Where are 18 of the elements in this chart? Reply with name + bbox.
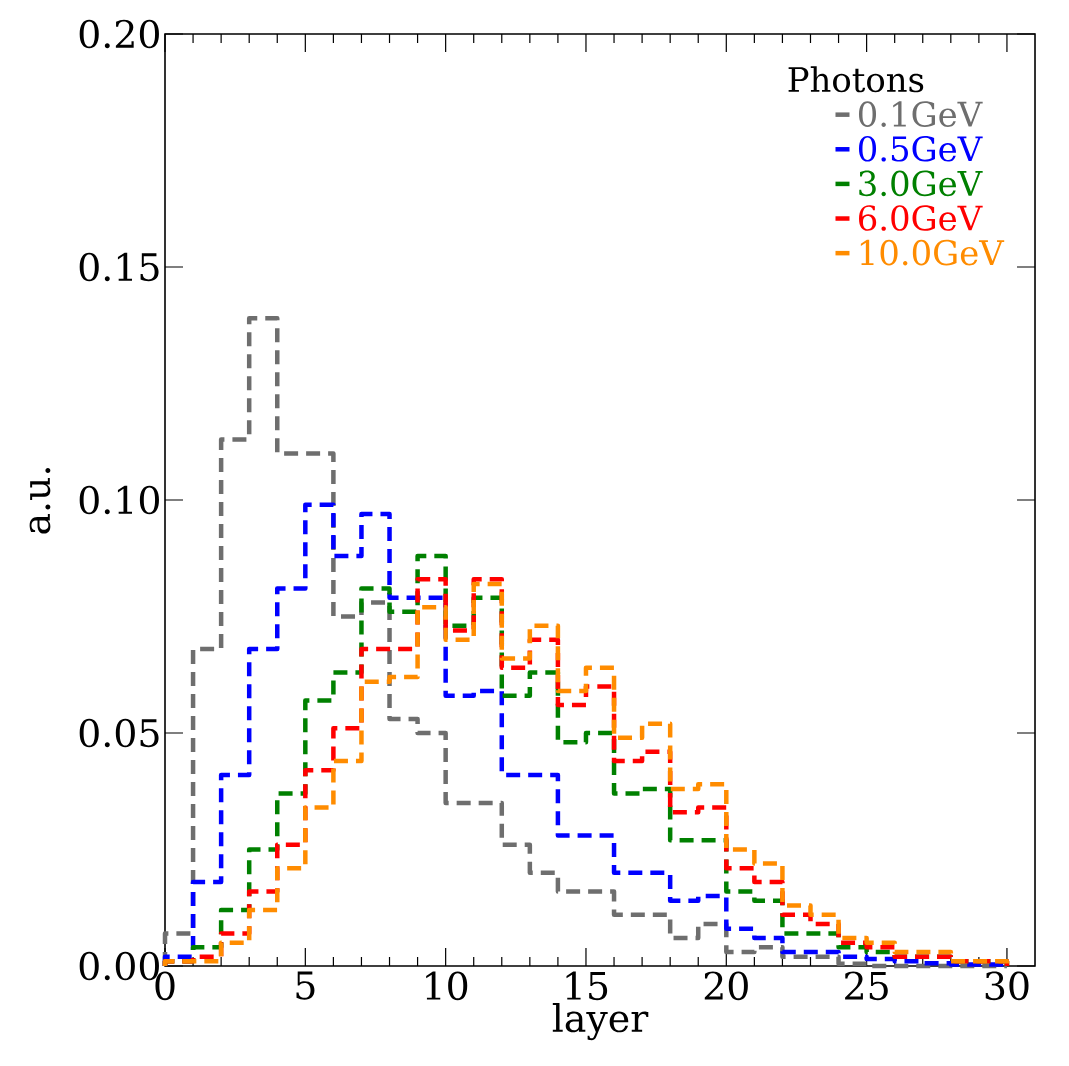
legend-label: 0.1GeV <box>858 101 983 127</box>
x-tick-label: 30 <box>985 971 1029 1001</box>
legend-title: Photons <box>788 66 924 93</box>
x-axis-title: layer <box>552 1002 649 1041</box>
y-tick-label: 0.10 <box>79 485 159 515</box>
x-tick-label: 5 <box>296 971 315 1000</box>
x-tick-label: 20 <box>704 971 748 1001</box>
y-tick-label: 0.05 <box>79 718 159 748</box>
legend-label: 6.0GeV <box>859 205 983 231</box>
legend-label: 10.0GeV <box>860 239 1005 266</box>
legend-label: 0.5GeV <box>858 135 983 162</box>
x-tick-label: 10 <box>426 971 468 1001</box>
legend-label: 3.0GeV <box>859 170 983 197</box>
y-tick-label: 0.20 <box>79 19 159 49</box>
x-tick-label: 25 <box>845 971 888 1001</box>
y-tick-label: 0.15 <box>79 252 159 282</box>
y-axis-title: a.u. <box>29 468 51 534</box>
x-tick-label: 15 <box>566 971 608 1001</box>
